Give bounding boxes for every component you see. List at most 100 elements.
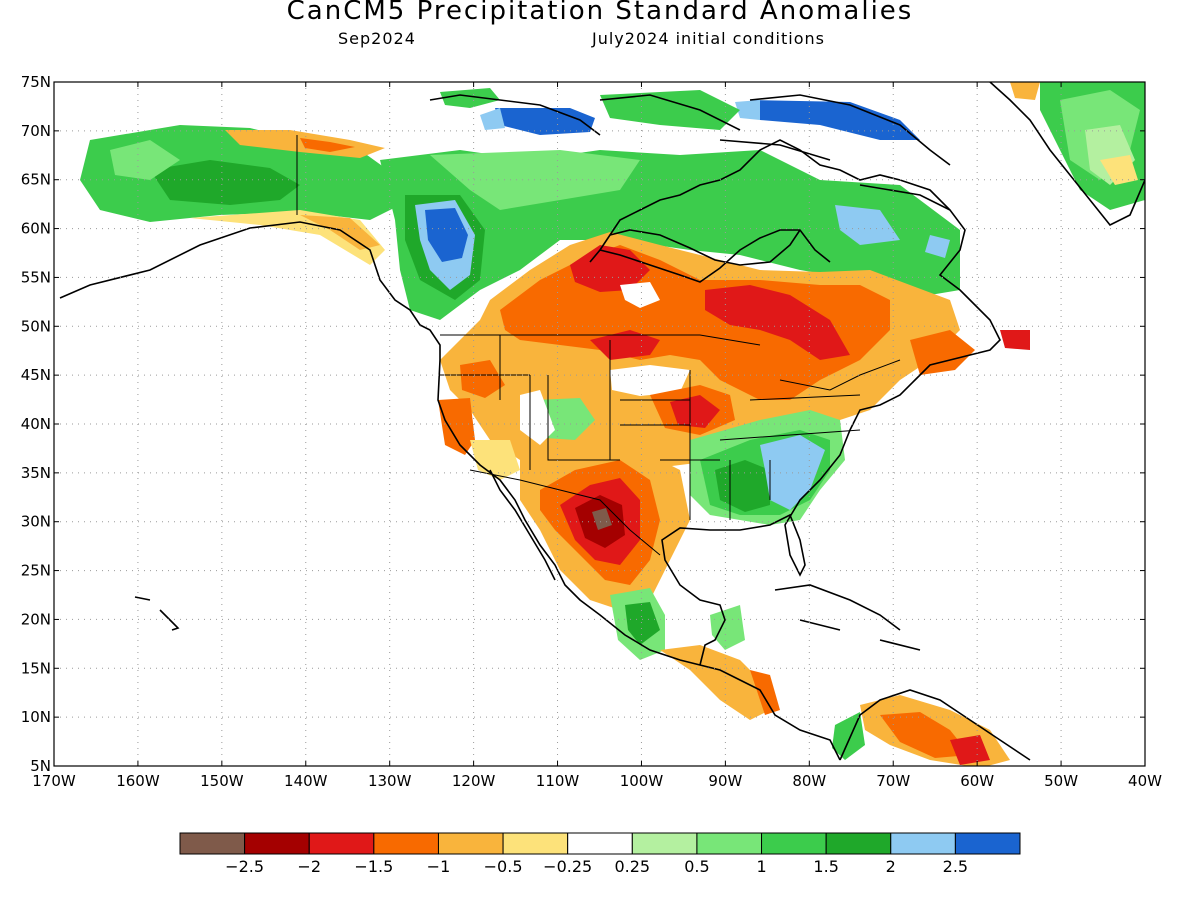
lat-tick-label: 15N <box>21 659 51 677</box>
anomaly-region <box>750 100 920 140</box>
colorbar-label: 2 <box>886 857 896 876</box>
anomaly-region <box>705 285 850 360</box>
gridlines <box>54 82 1145 766</box>
anomaly-region <box>1100 155 1138 185</box>
coastline-south-america <box>839 689 1031 761</box>
lon-tick-label: 90W <box>708 772 742 790</box>
lon-tick-label: 130W <box>368 772 412 790</box>
anomaly-region <box>910 330 975 375</box>
colorbar-label: −1 <box>427 857 451 876</box>
lon-tick-label: 110W <box>536 772 580 790</box>
colorbar-label: −0.5 <box>484 857 523 876</box>
political-boundaries <box>296 135 901 556</box>
coastline-hudson-bay <box>609 229 801 266</box>
colorbar-swatch <box>373 832 439 855</box>
lat-tick-label: 65N <box>21 171 51 189</box>
coastline-hawaii <box>134 596 180 631</box>
anomaly-region <box>470 440 520 480</box>
colorbar-label: 0.5 <box>684 857 709 876</box>
colorbar-swatch <box>825 832 892 855</box>
anomaly-region <box>110 140 180 180</box>
anomaly-region <box>300 215 380 250</box>
lon-tick-label: 100W <box>620 772 664 790</box>
colorbar-swatch <box>502 832 569 855</box>
anomaly-region <box>750 670 780 715</box>
anomaly-region <box>520 390 555 445</box>
anomaly-region <box>300 138 355 152</box>
colorbar-swatch <box>244 832 310 855</box>
colorbar-label: −1.5 <box>354 857 393 876</box>
colorbar-label: 1.5 <box>813 857 838 876</box>
colorbar: −2.5 −2 −1.5 −1 −0.5 −0.25 0.25 0.5 1 1.5 2 2.5 <box>179 832 1021 876</box>
colorbar-swatch <box>890 832 956 855</box>
anomaly-region <box>440 88 500 108</box>
border-us-mexico <box>469 469 661 556</box>
anomaly-region <box>625 602 660 645</box>
anomaly-region <box>660 645 770 720</box>
lon-tick-label: 80W <box>792 772 826 790</box>
anomaly-region <box>1000 330 1030 350</box>
anomaly-region <box>600 90 740 130</box>
lat-tick-label: 50N <box>21 317 51 335</box>
anomaly-region <box>150 160 300 205</box>
anomaly-region <box>438 398 475 455</box>
colorbar-label: 0.25 <box>614 857 650 876</box>
lat-tick-label: 30N <box>21 513 51 531</box>
lon-tick-label: 170W <box>32 772 76 790</box>
anomaly-region <box>610 365 690 396</box>
colorbar-swatch <box>308 832 375 855</box>
colorbar-swatch <box>761 832 827 855</box>
lat-tick-label: 45N <box>21 366 51 384</box>
lat-tick-label: 20N <box>21 610 51 628</box>
anomaly-region <box>425 208 468 262</box>
lon-tick-label: 60W <box>960 772 994 790</box>
anomaly-region <box>590 330 660 360</box>
colorbar-label: −2.5 <box>225 857 264 876</box>
border-us-canada <box>440 334 901 391</box>
state-borders <box>440 335 861 520</box>
lon-tick-label: 40W <box>1128 772 1162 790</box>
anomaly-region <box>835 205 900 245</box>
anomaly-region <box>950 735 990 765</box>
lon-tick-label: 120W <box>452 772 496 790</box>
anomaly-region <box>480 108 505 130</box>
colorbar-swatch <box>567 832 633 855</box>
lat-tick-label: 70N <box>21 122 51 140</box>
colorbar-label: −2 <box>297 857 321 876</box>
lat-tick-label: 55N <box>21 268 51 286</box>
map-title: CanCM5 Precipitation Standard Anomalies <box>286 0 914 26</box>
colorbar-swatch <box>954 832 1021 855</box>
lon-tick-label: 140W <box>284 772 328 790</box>
colorbar-swatch <box>179 832 246 855</box>
lon-tick-label: 160W <box>116 772 160 790</box>
anomaly-region <box>925 235 950 258</box>
lon-tick-label: 150W <box>200 772 244 790</box>
coastline-baja <box>489 469 556 581</box>
anomaly-region <box>570 245 650 292</box>
anomaly-region <box>620 282 660 308</box>
colorbar-swatch <box>631 832 698 855</box>
anomaly-region <box>880 712 970 758</box>
anomaly-region <box>460 360 505 398</box>
lon-tick-label: 70W <box>876 772 910 790</box>
anomaly-region <box>592 508 612 530</box>
coastline-north-america <box>59 139 1001 761</box>
lat-tick-label: 60N <box>21 220 51 238</box>
lat-tick-label: 5N <box>30 757 51 775</box>
colorbar-swatch <box>437 832 504 855</box>
colorbar-label: 1 <box>756 857 766 876</box>
colorbar-swatch <box>696 832 763 855</box>
anomaly-region <box>1010 82 1040 100</box>
coastlines <box>59 82 1145 761</box>
initial-conditions-label: July2024 initial conditions <box>592 29 825 48</box>
colorbar-label: −0.25 <box>543 857 592 876</box>
anomaly-region <box>495 108 595 135</box>
anomaly-field <box>80 82 1145 766</box>
colorbar-label: 2.5 <box>943 857 968 876</box>
lat-tick-label: 25N <box>21 562 51 580</box>
lat-tick-label: 75N <box>21 73 51 91</box>
coastline-cuba <box>774 584 921 651</box>
lat-tick-label: 10N <box>21 708 51 726</box>
anomaly-region <box>735 100 760 120</box>
